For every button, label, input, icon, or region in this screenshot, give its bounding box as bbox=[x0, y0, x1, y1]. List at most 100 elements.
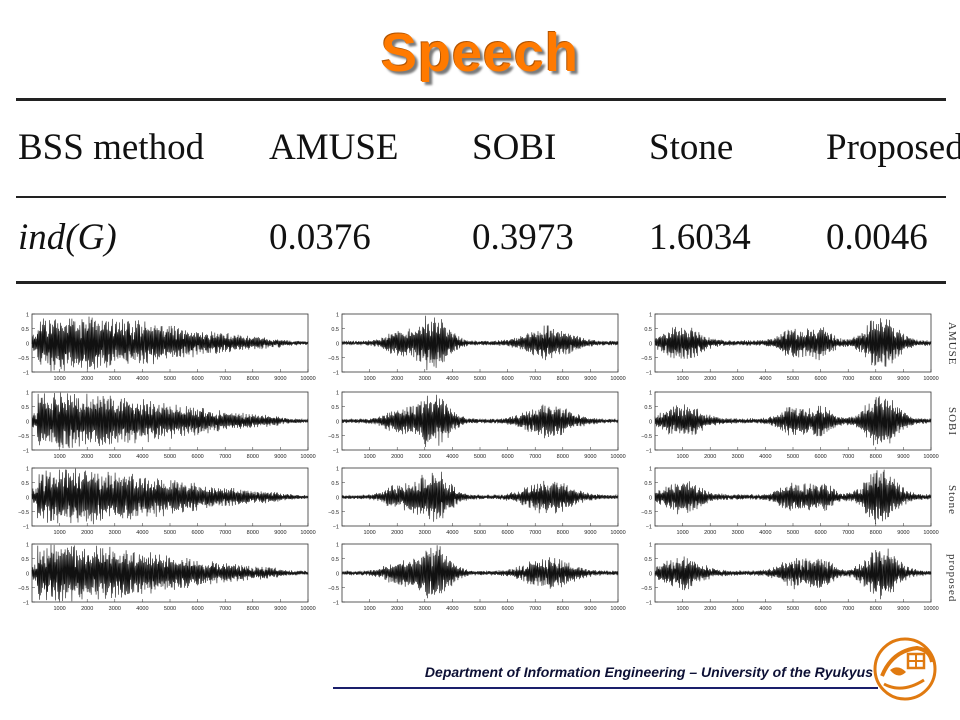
y-tick-label: 0.5 bbox=[644, 405, 652, 411]
waveform-trace bbox=[654, 396, 932, 446]
x-tick-label: 5000 bbox=[787, 376, 799, 382]
x-tick-label: 1000 bbox=[676, 376, 688, 382]
x-tick-label: 1000 bbox=[53, 454, 65, 460]
y-tick-label: 0 bbox=[26, 342, 29, 348]
x-tick-label: 2000 bbox=[81, 606, 93, 610]
waveform-trace bbox=[654, 469, 932, 525]
y-tick-label: 0.5 bbox=[644, 327, 652, 333]
x-tick-label: 4000 bbox=[759, 606, 771, 610]
x-tick-label: 9000 bbox=[584, 530, 596, 536]
x-tick-label: 5000 bbox=[474, 454, 486, 460]
x-tick-label: 6000 bbox=[814, 530, 826, 536]
y-tick-label: 0 bbox=[649, 342, 652, 348]
x-tick-label: 1000 bbox=[363, 606, 375, 610]
row-label-sobi: SOBI bbox=[946, 407, 958, 437]
x-tick-label: 9000 bbox=[897, 454, 909, 460]
y-tick-label: 0 bbox=[336, 572, 339, 578]
x-tick-label: 9000 bbox=[274, 454, 286, 460]
y-tick-label: 0.5 bbox=[21, 557, 29, 563]
y-tick-label: 1 bbox=[26, 543, 29, 549]
x-tick-label: 3000 bbox=[732, 454, 744, 460]
y-tick-label: 0 bbox=[649, 420, 652, 426]
x-tick-label: 1000 bbox=[363, 376, 375, 382]
x-tick-label: 4000 bbox=[446, 376, 458, 382]
x-tick-label: 7000 bbox=[529, 454, 541, 460]
x-tick-label: 7000 bbox=[219, 454, 231, 460]
x-tick-label: 3000 bbox=[109, 606, 121, 610]
waveform-trace bbox=[341, 394, 619, 448]
x-tick-label: 10000 bbox=[923, 376, 938, 382]
y-tick-label: −1 bbox=[23, 449, 29, 455]
x-tick-label: 7000 bbox=[842, 454, 854, 460]
y-tick-label: −0.5 bbox=[18, 586, 29, 592]
y-tick-label: 1 bbox=[649, 313, 652, 319]
y-tick-label: 0.5 bbox=[331, 557, 339, 563]
x-tick-label: 5000 bbox=[474, 606, 486, 610]
header-bss-method: BSS method bbox=[18, 127, 205, 168]
x-tick-label: 5000 bbox=[164, 606, 176, 610]
x-tick-label: 10000 bbox=[610, 530, 625, 536]
y-tick-label: −0.5 bbox=[641, 356, 652, 362]
y-tick-label: 1 bbox=[336, 543, 339, 549]
x-tick-label: 2000 bbox=[704, 376, 716, 382]
y-tick-label: −0.5 bbox=[18, 356, 29, 362]
x-tick-label: 1000 bbox=[676, 454, 688, 460]
x-tick-label: 2000 bbox=[391, 454, 403, 460]
y-tick-label: 0.5 bbox=[644, 557, 652, 563]
x-tick-label: 6000 bbox=[501, 376, 513, 382]
y-tick-label: 0.5 bbox=[644, 481, 652, 487]
y-tick-label: 0 bbox=[649, 572, 652, 578]
x-tick-label: 1000 bbox=[676, 606, 688, 610]
row-label-amuse: AMUSE bbox=[946, 322, 958, 366]
y-tick-label: 0 bbox=[26, 496, 29, 502]
x-tick-label: 4000 bbox=[136, 606, 148, 610]
value-stone: 1.6034 bbox=[649, 217, 751, 258]
x-tick-label: 9000 bbox=[274, 376, 286, 382]
header-amuse: AMUSE bbox=[269, 127, 399, 168]
x-tick-label: 4000 bbox=[136, 376, 148, 382]
y-tick-label: 0.5 bbox=[331, 481, 339, 487]
x-tick-label: 6000 bbox=[501, 454, 513, 460]
results-table: BSS method AMUSE SOBI Stone Proposed ind… bbox=[16, 98, 960, 284]
x-tick-label: 10000 bbox=[923, 454, 938, 460]
x-tick-label: 7000 bbox=[842, 376, 854, 382]
y-tick-label: −0.5 bbox=[18, 434, 29, 440]
x-tick-label: 5000 bbox=[164, 454, 176, 460]
x-tick-label: 10000 bbox=[300, 376, 315, 382]
x-tick-label: 8000 bbox=[870, 530, 882, 536]
x-tick-label: 6000 bbox=[191, 454, 203, 460]
x-tick-label: 9000 bbox=[897, 530, 909, 536]
y-tick-label: 1 bbox=[26, 391, 29, 397]
x-tick-label: 6000 bbox=[191, 376, 203, 382]
y-tick-label: −1 bbox=[333, 525, 339, 531]
x-tick-label: 2000 bbox=[81, 530, 93, 536]
x-tick-label: 5000 bbox=[787, 454, 799, 460]
x-tick-label: 6000 bbox=[191, 530, 203, 536]
x-tick-label: 8000 bbox=[870, 376, 882, 382]
x-tick-label: 8000 bbox=[247, 606, 259, 610]
x-tick-label: 5000 bbox=[164, 376, 176, 382]
value-amuse: 0.0376 bbox=[269, 217, 371, 258]
x-tick-label: 5000 bbox=[474, 376, 486, 382]
waveform-trace bbox=[654, 318, 932, 367]
x-tick-label: 3000 bbox=[419, 454, 431, 460]
x-tick-label: 5000 bbox=[474, 530, 486, 536]
y-tick-label: −0.5 bbox=[328, 356, 339, 362]
y-tick-label: −0.5 bbox=[641, 434, 652, 440]
x-tick-label: 10000 bbox=[300, 606, 315, 610]
y-tick-label: 1 bbox=[649, 543, 652, 549]
x-tick-label: 3000 bbox=[732, 606, 744, 610]
x-tick-label: 4000 bbox=[136, 454, 148, 460]
x-tick-label: 5000 bbox=[787, 530, 799, 536]
y-tick-label: −1 bbox=[646, 371, 652, 377]
table-top-rule bbox=[16, 98, 946, 101]
x-tick-label: 10000 bbox=[300, 454, 315, 460]
x-tick-label: 6000 bbox=[501, 606, 513, 610]
x-tick-label: 6000 bbox=[814, 454, 826, 460]
y-tick-label: −0.5 bbox=[18, 510, 29, 516]
y-tick-label: −1 bbox=[333, 601, 339, 607]
x-tick-label: 6000 bbox=[191, 606, 203, 610]
x-tick-label: 7000 bbox=[842, 606, 854, 610]
x-tick-label: 7000 bbox=[219, 606, 231, 610]
